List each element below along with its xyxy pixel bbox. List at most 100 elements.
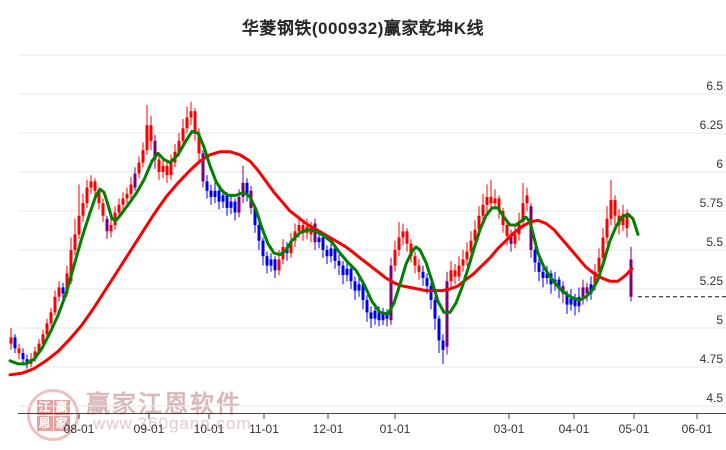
candle-body: [317, 237, 321, 243]
candle-body: [65, 273, 69, 294]
candle-body: [117, 204, 121, 213]
candle-body: [625, 214, 629, 229]
x-axis-label: 05-01: [619, 422, 650, 436]
candle-body: [613, 200, 617, 216]
candle-body: [137, 162, 141, 174]
candle-body: [217, 190, 221, 202]
candle-body: [225, 195, 229, 208]
candle-body: [197, 133, 201, 154]
candle-body: [473, 229, 477, 241]
candle-body: [497, 198, 501, 211]
y-axis-label: 5.25: [700, 274, 724, 288]
candle-body: [321, 237, 325, 250]
candle-body: [237, 197, 241, 213]
candle-body: [433, 299, 437, 319]
candle-body: [489, 197, 493, 204]
candle-body: [121, 198, 125, 205]
candle-body: [233, 201, 237, 213]
y-axis-label: 5: [716, 313, 723, 327]
candle-body: [577, 296, 581, 307]
candle-body: [513, 234, 517, 244]
candle-body: [449, 270, 453, 282]
candle-body: [481, 204, 485, 216]
candle-body: [341, 265, 345, 275]
candle-body: [389, 265, 393, 321]
candle-body: [289, 240, 293, 254]
candle-body: [421, 271, 425, 278]
candle-body: [221, 195, 225, 202]
candle-body: [325, 250, 329, 257]
candle-body: [297, 225, 301, 232]
ma-slow-line: [8, 150, 634, 377]
y-axis-label: 5.75: [700, 196, 724, 210]
candle-body: [273, 259, 277, 271]
candle-body: [541, 271, 545, 278]
candle-body: [21, 353, 25, 360]
candle-body: [49, 312, 53, 324]
candle-body: [345, 268, 349, 275]
x-axis-label: 04-01: [559, 422, 590, 436]
candle-body: [477, 215, 481, 230]
candle-body: [437, 318, 441, 341]
candle-body: [369, 312, 373, 319]
candle-body: [445, 281, 449, 347]
candle-body: [521, 203, 525, 222]
candle-body: [441, 340, 445, 350]
candle-body: [205, 181, 209, 191]
candle-body: [125, 193, 129, 199]
candle-body: [161, 165, 165, 172]
candle-body: [165, 165, 169, 176]
candle-body: [133, 173, 137, 188]
candle-body: [149, 125, 153, 141]
watermark-url: www.360gann.com: [93, 414, 252, 433]
candle-body: [45, 323, 49, 335]
candle-body: [169, 162, 173, 176]
candle-body: [153, 140, 157, 160]
candle-body: [17, 348, 21, 353]
seal-char: 家: [53, 415, 70, 431]
candle-body: [569, 298, 573, 305]
candle-body: [357, 284, 361, 291]
candle-body: [393, 250, 397, 266]
candle-body: [337, 260, 341, 266]
candle-body: [509, 234, 513, 244]
candle-body: [353, 281, 357, 291]
candle-body: [361, 284, 365, 300]
candle-body: [25, 359, 29, 364]
candle-body: [333, 248, 337, 261]
candle-body: [457, 265, 461, 277]
candle-body: [301, 225, 305, 233]
candle-body: [141, 150, 145, 163]
candle-body: [585, 287, 589, 294]
candle-body: [349, 268, 353, 282]
candle-body: [145, 125, 149, 151]
candle-body: [557, 279, 561, 289]
candle-body: [465, 251, 469, 260]
candle-body: [401, 231, 405, 238]
candle-body: [13, 337, 17, 349]
candle-body: [93, 181, 97, 191]
candle-body: [177, 140, 181, 152]
candle-body: [461, 259, 465, 266]
candle-body: [189, 111, 193, 118]
x-axis-label: 08-01: [64, 422, 95, 436]
candle-body: [277, 259, 281, 271]
candle-body: [129, 184, 133, 194]
candle-body: [417, 265, 421, 272]
candle-body: [89, 181, 93, 188]
candle-body: [385, 314, 389, 319]
candle-body: [609, 200, 613, 219]
candle-body: [229, 201, 233, 208]
x-axis-label: 09-01: [134, 422, 165, 436]
candle-body: [565, 293, 569, 305]
x-axis-label: 11-01: [249, 422, 279, 436]
x-axis-label: 01-01: [380, 422, 411, 436]
y-axis-label: 4.75: [700, 352, 724, 366]
x-axis-label: 12-01: [313, 422, 344, 436]
candle-body: [469, 240, 473, 252]
seal-char: 恩: [36, 415, 53, 431]
candle-body: [81, 203, 85, 216]
candle-body: [621, 214, 625, 225]
